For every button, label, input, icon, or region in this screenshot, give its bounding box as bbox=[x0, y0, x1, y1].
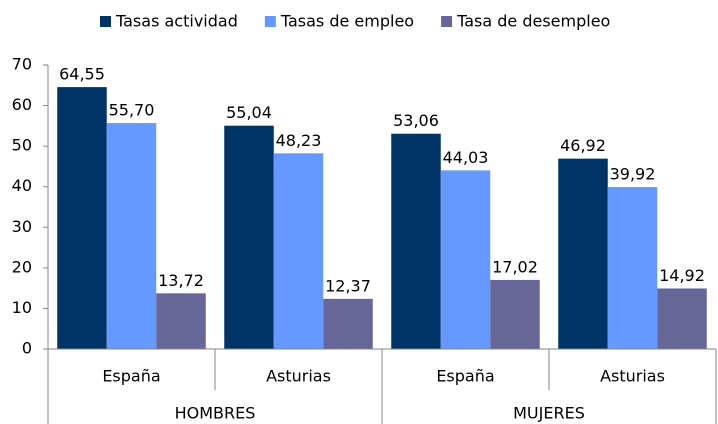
bar bbox=[558, 158, 608, 349]
bar bbox=[156, 293, 206, 349]
value-label: 53,06 bbox=[393, 111, 439, 130]
value-label: 39,92 bbox=[610, 165, 656, 184]
legend-swatch bbox=[441, 16, 453, 27]
y-tick-label: 10 bbox=[12, 298, 32, 317]
x-tick-label: España bbox=[436, 367, 494, 386]
y-tick-label: 70 bbox=[12, 55, 32, 74]
bar bbox=[490, 279, 540, 349]
y-tick-label: 40 bbox=[12, 176, 32, 195]
value-label: 64,55 bbox=[59, 65, 105, 84]
bar bbox=[57, 87, 107, 350]
bar bbox=[273, 153, 324, 349]
y-tick-label: 60 bbox=[12, 95, 32, 114]
value-label: 44,03 bbox=[443, 148, 489, 167]
value-label: 12,37 bbox=[325, 276, 371, 295]
x-tick-label: Asturias bbox=[600, 367, 665, 386]
x-group-label: HOMBRES bbox=[175, 404, 256, 423]
value-label: 17,02 bbox=[492, 257, 538, 276]
value-label: 48,23 bbox=[276, 131, 322, 150]
y-tick-label: 0 bbox=[22, 339, 32, 358]
value-label: 55,70 bbox=[109, 101, 155, 120]
bar bbox=[440, 170, 491, 349]
x-tick-label: Asturias bbox=[266, 367, 331, 386]
legend-label: Tasas actividad bbox=[115, 12, 238, 31]
bar bbox=[607, 187, 658, 349]
bar bbox=[224, 125, 274, 349]
value-label: 14,92 bbox=[659, 266, 705, 285]
y-tick-label: 50 bbox=[12, 136, 32, 155]
y-tick-label: 30 bbox=[12, 217, 32, 236]
legend-swatch bbox=[264, 16, 276, 27]
bar bbox=[106, 123, 157, 349]
x-tick-label: España bbox=[102, 367, 160, 386]
value-label: 46,92 bbox=[560, 136, 606, 155]
legend-label: Tasas de empleo bbox=[280, 12, 414, 31]
legend-swatch bbox=[100, 16, 111, 27]
y-tick-label: 20 bbox=[12, 257, 32, 276]
legend-label: Tasa de desempleo bbox=[456, 12, 610, 31]
bar bbox=[391, 133, 441, 349]
bar bbox=[657, 288, 707, 349]
value-label: 55,04 bbox=[226, 103, 272, 122]
x-group-label: MUJERES bbox=[513, 404, 585, 423]
bar bbox=[323, 298, 373, 349]
value-label: 13,72 bbox=[158, 271, 204, 290]
